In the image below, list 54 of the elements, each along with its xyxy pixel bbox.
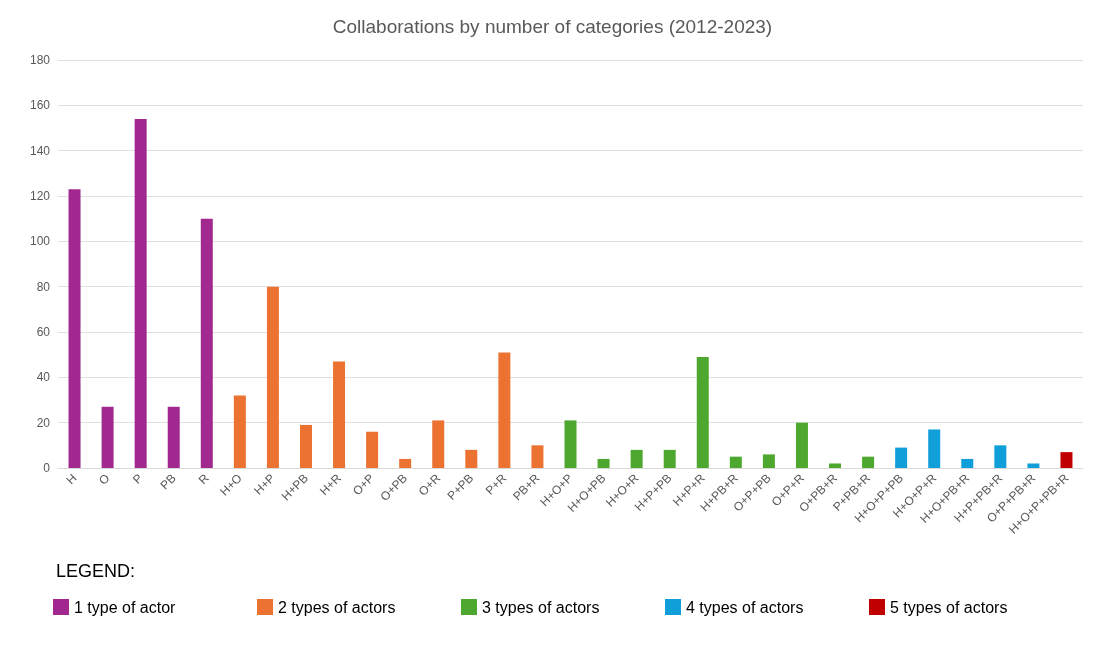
x-tick-label: O+P — [349, 471, 378, 499]
bar — [597, 458, 610, 468]
legend-label: 5 types of actors — [890, 598, 1008, 616]
bar — [333, 361, 346, 468]
bar — [1027, 463, 1040, 468]
bar — [531, 445, 544, 468]
bar — [134, 118, 147, 468]
x-tick-label: R — [195, 470, 212, 488]
y-tick-label: 40 — [36, 370, 51, 385]
y-tick-label: 80 — [36, 279, 51, 294]
bar — [200, 218, 213, 468]
bar — [299, 424, 312, 468]
y-tick-label: 180 — [29, 53, 51, 67]
bar — [399, 458, 412, 468]
bar — [233, 395, 246, 468]
bar — [862, 456, 875, 468]
bar — [829, 463, 842, 468]
legend-label: 2 types of actors — [278, 598, 396, 616]
legend-label: 4 types of actors — [686, 598, 804, 616]
chart-title: Collaborations by number of categories (2012-2023) — [332, 16, 773, 37]
bar — [961, 458, 974, 468]
y-tick-label: 100 — [29, 234, 51, 249]
x-tick-label: P — [130, 471, 146, 487]
bar — [663, 449, 676, 468]
bar — [795, 422, 808, 468]
y-tick-label: 0 — [43, 461, 51, 475]
y-tick-label: 120 — [29, 189, 51, 203]
bar — [696, 356, 709, 468]
y-tick-label: 20 — [36, 415, 51, 430]
bar — [266, 286, 279, 468]
legend-label: 3 types of actors — [482, 598, 600, 616]
x-tick-label: H — [63, 471, 80, 488]
x-tick-label: PB — [157, 471, 179, 493]
y-tick-label: 60 — [36, 325, 51, 339]
legend-label: 1 type of actor — [74, 598, 177, 616]
y-tick-label: 140 — [29, 143, 51, 158]
bar — [366, 431, 379, 468]
bar — [101, 406, 114, 468]
bar — [1060, 452, 1073, 468]
bar — [762, 454, 775, 468]
bar — [994, 445, 1007, 468]
bar — [68, 189, 81, 468]
legend-title: LEGEND: — [56, 561, 136, 581]
bar — [167, 406, 180, 468]
bar — [729, 456, 742, 468]
x-tick-label: O — [96, 471, 113, 488]
bar — [895, 447, 908, 468]
y-tick-label: 160 — [29, 98, 51, 113]
bar — [564, 420, 577, 468]
bar — [928, 429, 941, 468]
bar — [432, 420, 445, 468]
bar — [498, 352, 511, 468]
bar — [465, 449, 478, 468]
bar — [630, 449, 643, 468]
